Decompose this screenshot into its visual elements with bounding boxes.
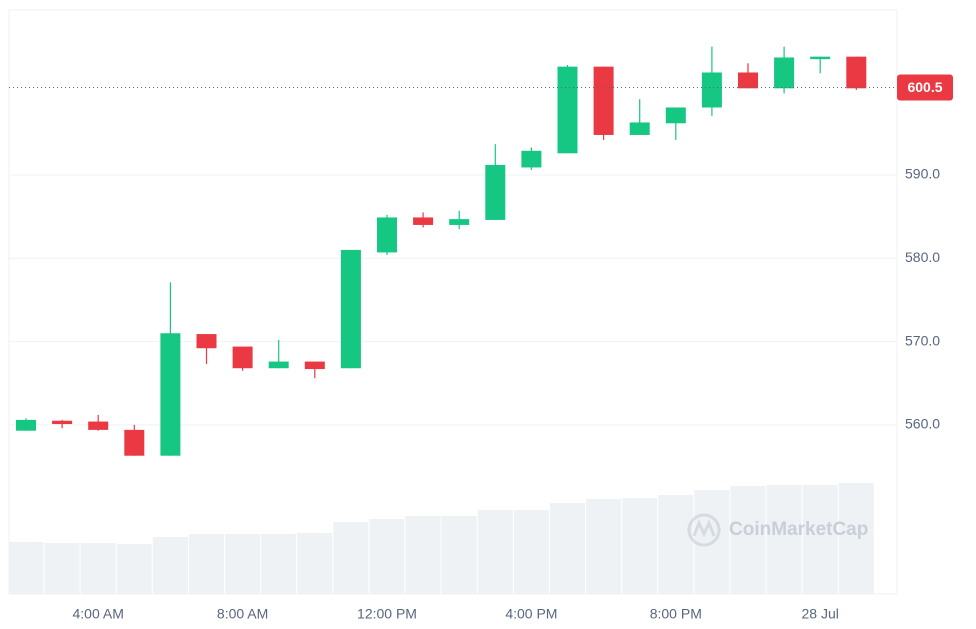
candle-body	[485, 164, 506, 220]
last-price-tag	[897, 74, 953, 101]
volume-bar	[405, 516, 441, 594]
x-tick-label: 4:00 PM	[505, 606, 557, 622]
candle-body	[232, 346, 253, 369]
candle-body	[413, 217, 434, 225]
candle-body	[629, 122, 650, 135]
volume-bar	[730, 486, 766, 594]
volume-bar	[513, 510, 549, 594]
volume-bar	[188, 534, 225, 594]
volume-bar	[369, 519, 405, 594]
candle-body	[449, 219, 470, 225]
y-tick-label: 580.0	[905, 249, 940, 265]
volume-bar	[80, 543, 116, 594]
volume-bar	[838, 483, 874, 594]
candle-body	[521, 150, 542, 168]
candle-body	[124, 429, 145, 456]
candle-body	[665, 107, 686, 124]
candle-body	[16, 419, 36, 431]
volume-bar	[8, 542, 44, 594]
candle-body	[774, 57, 795, 89]
candle-body	[738, 72, 758, 89]
candle-body	[340, 249, 361, 369]
candle-body	[701, 72, 722, 108]
volume-bar	[622, 498, 658, 594]
volume-bar	[225, 534, 261, 594]
candle-body	[196, 334, 217, 349]
volume-bar	[477, 510, 513, 594]
volume-bar	[694, 490, 730, 594]
volume-bar	[802, 485, 838, 594]
watermark-logo	[687, 513, 721, 547]
volume-bar	[297, 533, 333, 594]
x-tick-label: 8:00 AM	[217, 606, 268, 622]
volume-bar	[586, 499, 622, 594]
candle-body	[593, 66, 614, 135]
candle-body	[52, 420, 73, 425]
y-tick-label: 570.0	[905, 332, 940, 348]
x-tick-label: 8:00 PM	[650, 606, 702, 622]
y-tick-label: 560.0	[905, 416, 940, 432]
candle-body	[810, 56, 831, 60]
candle-body	[160, 333, 181, 456]
volume-bar	[549, 503, 586, 594]
volume-bar	[766, 485, 802, 594]
volume-bar	[152, 537, 188, 594]
candle-body	[846, 56, 867, 89]
candle-body	[268, 361, 289, 369]
x-tick-label: 28 Jul	[802, 606, 839, 622]
volume-bar	[261, 534, 297, 594]
x-tick-label: 4:00 AM	[73, 606, 124, 622]
candle-body	[557, 66, 578, 154]
volume-bar	[44, 543, 80, 594]
volume-bar	[333, 522, 369, 594]
last-price-label: 600.5	[907, 79, 942, 95]
candle-body	[88, 421, 109, 430]
volume-bar	[658, 495, 694, 594]
volume-bar	[441, 516, 477, 594]
candle-body	[304, 361, 325, 370]
volume-bar	[116, 544, 152, 594]
watermark: CoinMarketCap	[729, 519, 868, 540]
candle-body	[377, 217, 397, 253]
x-tick-label: 12:00 PM	[357, 606, 417, 622]
y-tick-label: 590.0	[905, 166, 940, 182]
